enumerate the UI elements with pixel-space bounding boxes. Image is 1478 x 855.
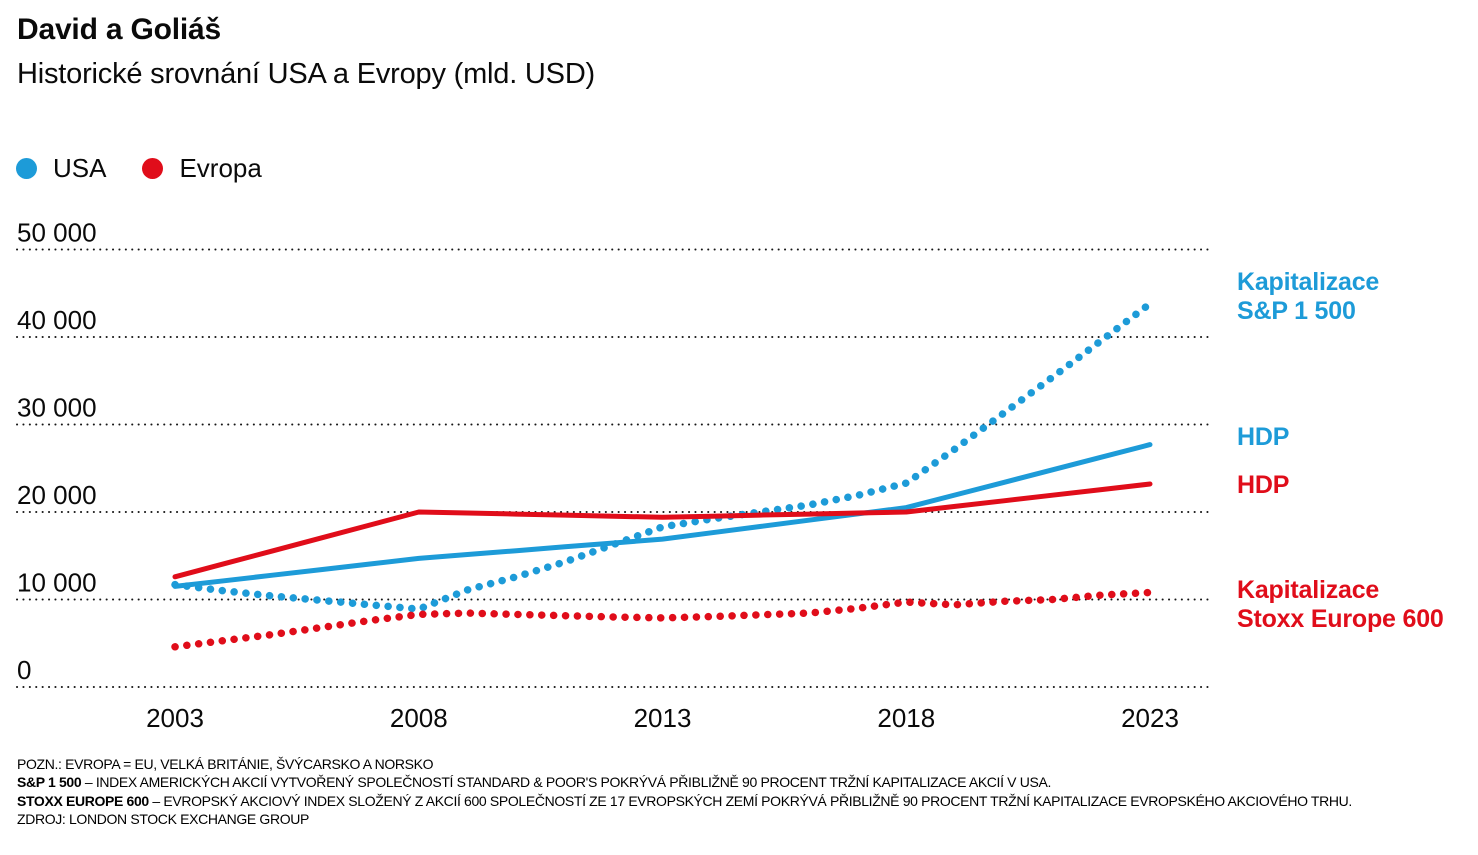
series-label-stoxx600: Kapitalizace Stoxx Europe 600 — [1237, 576, 1444, 633]
y-axis-tick-label: 20 000 — [17, 480, 97, 510]
footnote-pozn: POZN.: EVROPA = EU, VELKÁ BRITÁNIE, ŠVÝC… — [17, 755, 1352, 773]
footnote-stoxx600: STOXX EUROPE 600 – EVROPSKÝ AKCIOVÝ INDE… — [17, 792, 1352, 810]
footnote-zdroj-text: ZDROJ: LONDON STOCK EXCHANGE GROUP — [17, 810, 309, 827]
legend-label-usa: USA — [53, 153, 107, 183]
series-label-hdp-usa: HDP — [1237, 423, 1290, 451]
footnote-stoxx600-bold: STOXX EUROPE 600 — [17, 792, 149, 809]
x-axis-tick-label: 2023 — [1121, 703, 1179, 733]
legend-swatch-usa-icon — [16, 158, 37, 179]
series-line-dotted — [171, 588, 1154, 651]
footnotes: POZN.: EVROPA = EU, VELKÁ BRITÁNIE, ŠVÝC… — [17, 755, 1352, 828]
footnote-zdroj: ZDROJ: LONDON STOCK EXCHANGE GROUP — [17, 810, 1352, 828]
legend: USA Evropa — [16, 153, 262, 184]
series-line-solid — [172, 481, 1153, 580]
y-axis-tick-label: 10 000 — [17, 568, 97, 598]
footnote-sp1500-text: – INDEX AMERICKÝCH AKCIÍ VYTVOŘENÝ SPOLE… — [81, 774, 1051, 791]
x-axis-tick-label: 2008 — [390, 703, 448, 733]
series-label-sp1500: Kapitalizace S&P 1 500 — [1237, 268, 1380, 325]
series-line-solid — [172, 442, 1153, 589]
x-axis-tick-label: 2003 — [146, 703, 204, 733]
series-line-dotted — [171, 299, 1154, 613]
legend-item-usa: USA — [16, 153, 106, 184]
y-axis-tick-label: 0 — [17, 655, 31, 685]
y-axis-tick-label: 50 000 — [17, 218, 97, 248]
y-axis-tick-label: 30 000 — [17, 393, 97, 423]
footnote-sp1500: S&P 1 500 – INDEX AMERICKÝCH AKCIÍ VYTVO… — [17, 773, 1352, 791]
page-title: David a Goliáš — [17, 13, 221, 46]
x-axis-tick-label: 2018 — [877, 703, 935, 733]
chart-subtitle: Historické srovnání USA a Evropy (mld. U… — [17, 58, 596, 90]
footnote-stoxx600-text: – EVROPSKÝ AKCIOVÝ INDEX SLOŽENÝ Z AKCIÍ… — [148, 792, 1352, 809]
legend-item-evropa: Evropa — [142, 153, 262, 184]
x-axis-tick-label: 2013 — [634, 703, 692, 733]
y-axis-tick-label: 40 000 — [17, 305, 97, 335]
footnote-pozn-text: POZN.: EVROPA = EU, VELKÁ BRITÁNIE, ŠVÝC… — [17, 756, 434, 772]
legend-label-evropa: Evropa — [179, 153, 262, 183]
footnote-sp1500-bold: S&P 1 500 — [17, 774, 82, 791]
series-label-hdp-evropa: HDP — [1237, 471, 1290, 499]
legend-swatch-evropa-icon — [142, 158, 164, 179]
